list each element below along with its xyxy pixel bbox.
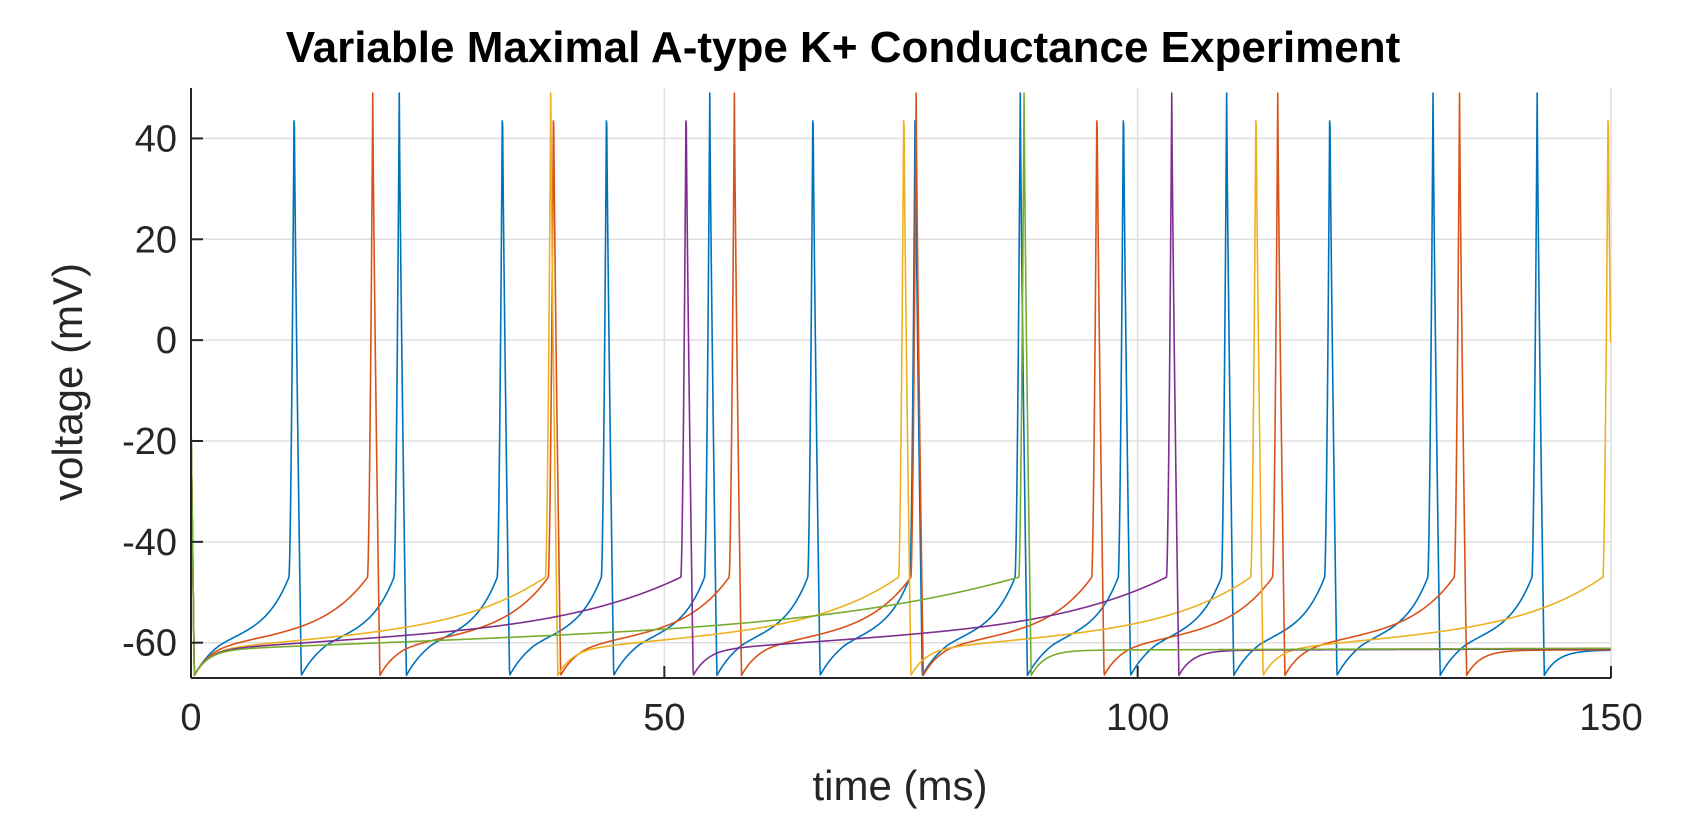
x-tick-label: 0 <box>180 697 201 739</box>
x-tick-label: 50 <box>643 697 685 739</box>
y-tick-label: 0 <box>156 320 177 362</box>
y-tick-label: -60 <box>122 623 177 665</box>
y-axis-label: voltage (mV) <box>44 263 91 501</box>
y-tick-label: 40 <box>135 118 177 160</box>
series-line-1 <box>191 92 1611 677</box>
x-tick-label: 150 <box>1579 697 1642 739</box>
tick-labels: 0 50 100 150 -60 -40 -20 0 20 40 <box>122 118 1643 739</box>
x-axis-label: time (ms) <box>813 762 988 809</box>
plot-traces <box>191 92 1611 677</box>
series-line-3 <box>191 92 1611 677</box>
axes <box>190 88 1612 679</box>
x-tick-label: 100 <box>1106 697 1169 739</box>
grid <box>190 88 1612 678</box>
chart-title: Variable Maximal A-type K+ Conductance E… <box>286 23 1401 72</box>
series-line-5 <box>191 92 1611 677</box>
y-tick-label: -40 <box>122 522 177 564</box>
y-tick-label: -20 <box>122 421 177 463</box>
y-tick-label: 20 <box>135 219 177 261</box>
